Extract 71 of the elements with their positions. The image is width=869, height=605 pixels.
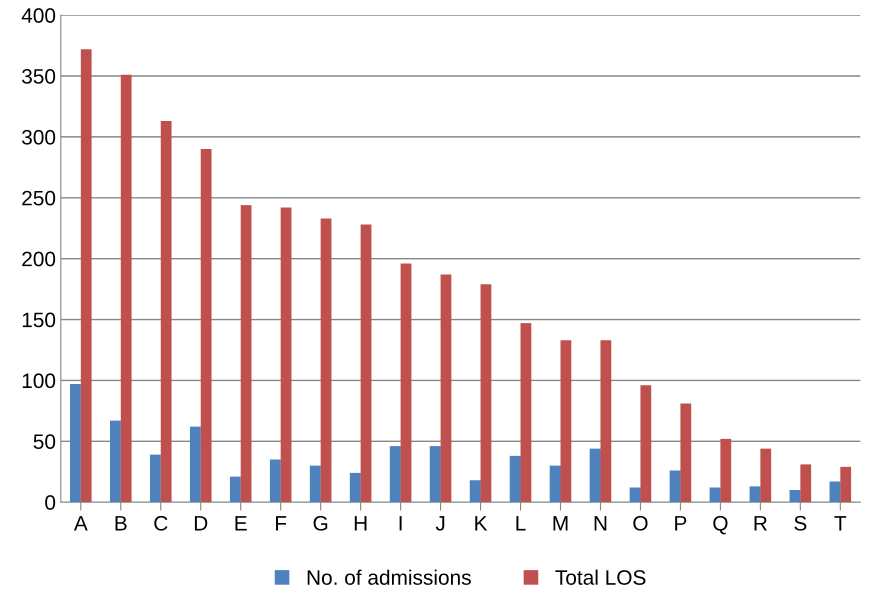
bar xyxy=(720,438,732,502)
bar xyxy=(270,460,281,502)
bar xyxy=(80,49,92,502)
x-tick-label: D xyxy=(194,516,208,530)
y-tick-label: 250 xyxy=(22,190,56,206)
bar xyxy=(710,488,720,502)
legend-label: Total LOS xyxy=(555,570,646,585)
x-tick-label: O xyxy=(633,516,648,531)
bar xyxy=(390,446,401,502)
bar xyxy=(560,340,572,502)
y-tick-label: 50 xyxy=(34,434,56,450)
y-tick-label: 100 xyxy=(22,373,56,388)
y-tick-label: 200 xyxy=(22,252,56,266)
bar xyxy=(830,481,840,502)
x-tick-label: L xyxy=(516,516,526,530)
bar xyxy=(360,224,372,502)
bar xyxy=(670,470,680,502)
x-tick-label: F xyxy=(276,516,286,530)
x-tick-label: A xyxy=(74,516,88,530)
bar xyxy=(230,476,241,502)
bar xyxy=(590,448,600,502)
x-tick-label: M xyxy=(554,516,568,530)
x-tick-label: K xyxy=(475,516,488,530)
x-tick-label: R xyxy=(754,516,767,530)
x-tick-label: Q xyxy=(713,516,728,534)
bar xyxy=(480,284,492,502)
bar xyxy=(600,340,612,502)
x-tick-label: P xyxy=(675,516,686,530)
bar xyxy=(400,264,412,502)
bar xyxy=(320,218,332,502)
bar xyxy=(70,384,81,502)
x-tick-label: C xyxy=(154,516,168,531)
bar xyxy=(160,121,172,502)
x-tick-label: G xyxy=(314,516,328,531)
bar xyxy=(150,454,161,502)
bar xyxy=(310,466,321,502)
bar xyxy=(470,480,481,502)
y-tick-label: 0 xyxy=(45,495,56,510)
y-tick-label: 300 xyxy=(22,130,56,145)
x-tick-label: J xyxy=(436,516,444,531)
bar xyxy=(350,472,361,502)
bar xyxy=(190,426,201,502)
bar xyxy=(800,464,812,502)
bar xyxy=(790,490,800,502)
bar xyxy=(280,208,292,502)
bar xyxy=(510,456,521,502)
bar xyxy=(640,385,652,502)
bar xyxy=(110,420,121,502)
y-tick-label: 150 xyxy=(22,312,56,328)
bar xyxy=(750,486,760,502)
bar xyxy=(680,404,692,502)
x-tick-label: N xyxy=(594,516,606,530)
legend-label: No. of admissions xyxy=(308,570,471,585)
bar xyxy=(630,488,640,502)
y-tick-label: 400 xyxy=(22,8,56,23)
x-tick-label: E xyxy=(235,516,247,530)
x-tick-label: B xyxy=(116,516,127,530)
bar xyxy=(430,446,441,502)
x-tick-label: T xyxy=(834,516,846,530)
x-tick-label: H xyxy=(354,516,366,530)
bar xyxy=(240,205,252,502)
bar xyxy=(760,448,772,502)
bar xyxy=(120,74,132,502)
bar xyxy=(840,466,852,502)
bar xyxy=(550,466,561,502)
bar xyxy=(440,274,452,502)
x-tick-label: I xyxy=(400,516,402,530)
x-tick-label: S xyxy=(794,516,806,531)
bar xyxy=(200,149,212,502)
bar xyxy=(520,323,532,502)
y-tick-label: 350 xyxy=(22,69,56,84)
